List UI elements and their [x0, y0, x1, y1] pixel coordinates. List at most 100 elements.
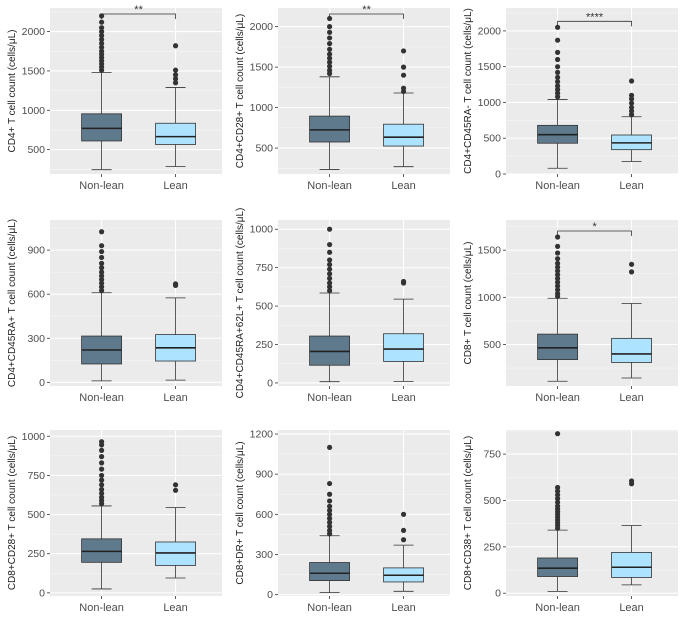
y-tick-label: 500 [27, 509, 45, 521]
y-axis-title: CD4+CD45RA+ T cell count (cells/μL) [7, 219, 18, 387]
box-iqr [537, 333, 578, 360]
x-tick-label: Lean [391, 392, 415, 404]
outlier-point [555, 234, 561, 240]
x-tick-label: Non-lean [535, 392, 580, 404]
outlier-point [555, 69, 561, 75]
significance-bracket [329, 13, 404, 19]
box-lean [611, 78, 652, 162]
outlier-point [99, 248, 105, 255]
panel-background [278, 220, 450, 386]
outlier-point [628, 104, 635, 111]
box-non-lean [81, 439, 122, 590]
outlier-point [400, 511, 407, 517]
outlier-point [327, 271, 333, 277]
y-tick-label: 1000 [22, 105, 46, 117]
outlier-point [327, 41, 333, 47]
outlier-point [555, 243, 561, 250]
outlier-point [327, 275, 333, 282]
outlier-point [99, 472, 105, 479]
box-non-lean [537, 24, 578, 169]
box-iqr [383, 123, 424, 147]
x-tick-label: Lean [163, 392, 187, 404]
outlier-point [99, 280, 105, 286]
y-tick-label: 500 [483, 495, 501, 507]
outlier-point [555, 260, 561, 266]
panel-background [50, 8, 222, 174]
y-tick-label: 2000 [22, 26, 46, 38]
y-tick-label: 0 [267, 377, 273, 389]
outlier-point [99, 439, 105, 445]
outlier-point [172, 43, 179, 49]
outlier-point [555, 74, 561, 81]
outlier-point [99, 273, 105, 279]
y-tick-label: 1500 [250, 62, 274, 74]
outlier-point [327, 257, 333, 263]
y-tick-label: 300 [27, 333, 45, 345]
box-non-lean [537, 431, 578, 592]
x-tick-label: Non-lean [79, 392, 124, 404]
panel-2: 500 1000 1500 2000 ** Non-lean Lean CD4+CD28+ T… [235, 4, 450, 192]
x-tick-label: Lean [163, 602, 187, 614]
box-iqr [81, 113, 122, 142]
outlier-point [327, 261, 333, 268]
outlier-point [555, 83, 561, 89]
outlier-point [555, 90, 561, 96]
outlier-point [327, 46, 333, 52]
y-tick-label: 500 [483, 133, 501, 145]
box-lean [611, 478, 652, 586]
outlier-point [99, 36, 105, 43]
outlier-point [99, 486, 105, 493]
y-tick-label: 750 [483, 449, 501, 461]
outlier-point [400, 537, 407, 543]
y-axis-title: CD8+CD28+ T cell count (cells/μL) [7, 436, 18, 590]
y-tick-label: 600 [27, 289, 45, 301]
panel-3: 0 500 1000 1500 2000 **** Non-lean Lean CD4+CD45… [463, 8, 678, 192]
significance-bracket [557, 230, 632, 236]
y-axis-title: CD4+CD45RA+62L+ T cell count (cells/μL) [235, 208, 246, 399]
outlier-point [327, 444, 333, 451]
outlier-point [172, 67, 179, 73]
outlier-point [628, 112, 635, 118]
outlier-point [327, 226, 333, 232]
outlier-point [400, 278, 407, 285]
outlier-point [327, 503, 333, 509]
outlier-point [99, 269, 105, 275]
outlier-point [555, 488, 561, 494]
outlier-point [99, 482, 105, 488]
outlier-point [327, 527, 333, 534]
outlier-point [99, 287, 105, 294]
box-non-lean [537, 234, 578, 382]
outlier-point [99, 284, 105, 290]
box-iqr [611, 337, 652, 363]
outlier-point [555, 64, 561, 70]
y-tick-label: 250 [27, 548, 45, 560]
x-tick-label: Non-lean [307, 180, 352, 192]
x-tick-label: Non-lean [79, 180, 124, 192]
panel-background [506, 8, 678, 174]
box-lean [155, 43, 196, 167]
y-tick-label: 1000 [478, 97, 502, 109]
outlier-point [327, 29, 333, 35]
outlier-point [628, 96, 635, 102]
x-tick-label: Non-lean [535, 180, 580, 192]
outlier-point [99, 447, 105, 453]
outlier-point [99, 44, 105, 50]
outlier-point [628, 78, 635, 84]
panel-5: 0 250 500 750 1000 Non-lean Lean CD4+CD45RA+62L… [235, 208, 450, 404]
y-tick-label: 1500 [22, 65, 46, 77]
y-tick-label: 0 [267, 589, 273, 601]
y-tick-label: 1000 [22, 431, 46, 443]
outlier-point [327, 67, 333, 73]
y-tick-label: 1500 [478, 245, 502, 257]
significance-label: ** [362, 4, 371, 16]
outlier-point [327, 59, 333, 65]
outlier-point [555, 37, 561, 43]
panel-background [50, 220, 222, 386]
outlier-point [99, 29, 105, 35]
outlier-point [172, 76, 179, 82]
outlier-point [172, 281, 179, 287]
outlier-point [99, 494, 105, 500]
significance-bracket [101, 13, 176, 19]
significance-label: **** [586, 11, 604, 23]
outlier-point [327, 519, 333, 525]
